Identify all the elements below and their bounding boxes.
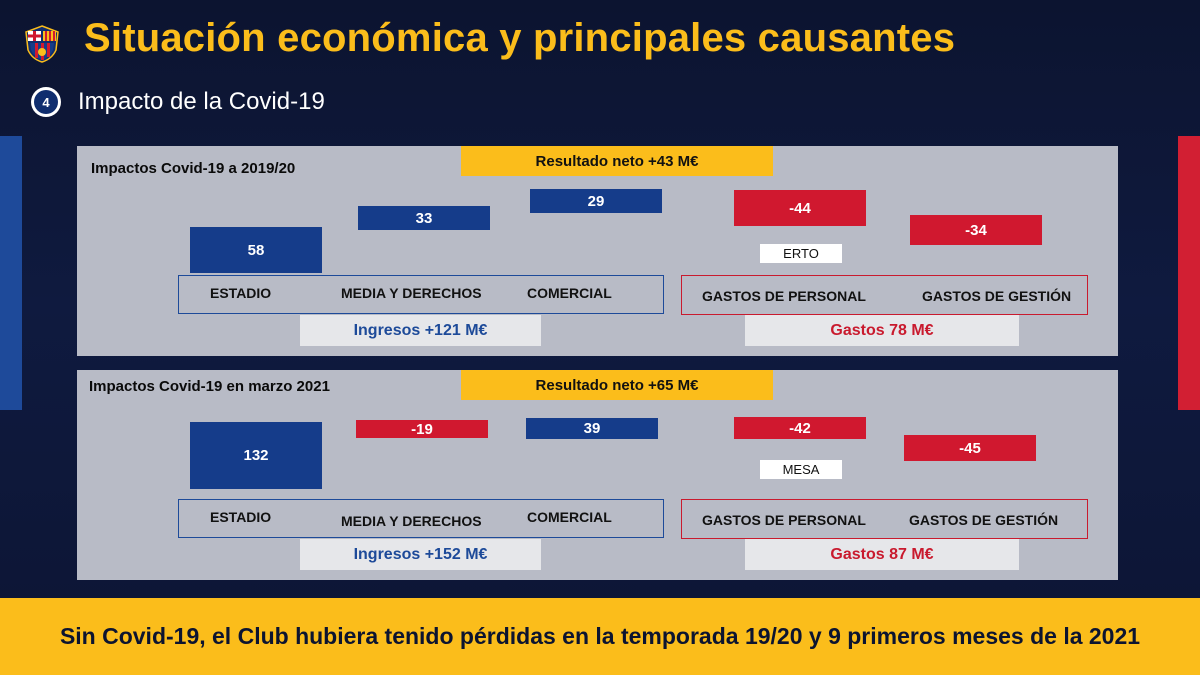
bar-personal: -42	[734, 417, 866, 439]
income-total: Ingresos +152 M€	[300, 539, 541, 570]
bar-gestion: -34	[910, 215, 1042, 245]
conclusion-text: Sin Covid-19, el Club hubiera tenido pér…	[59, 623, 1141, 649]
income-box	[178, 275, 664, 314]
bar-personal: -44	[734, 190, 866, 226]
category-personal: GASTOS DE PERSONAL	[702, 288, 866, 304]
income-total: Ingresos +121 M€	[300, 315, 541, 346]
impact-panel-2019-20: Impactos Covid-19 a 2019/20 Resultado ne…	[77, 146, 1118, 356]
personal-tag: MESA	[760, 460, 842, 479]
page-title: Situación económica y principales causan…	[84, 16, 956, 60]
category-comercial: COMERCIAL	[527, 285, 612, 301]
expense-box	[681, 499, 1088, 539]
right-accent-bar	[1178, 136, 1200, 410]
bar-estadio: 132	[190, 422, 322, 489]
expense-total: Gastos 78 M€	[745, 315, 1019, 346]
category-estadio: ESTADIO	[210, 509, 272, 525]
panel-title: Impactos Covid-19 en marzo 2021	[89, 378, 330, 395]
impact-panel-march-2021: Impactos Covid-19 en marzo 2021 Resultad…	[77, 370, 1118, 580]
category-gestion: GASTOS DE GESTIÓN	[922, 288, 1072, 304]
bar-gestion: -45	[904, 435, 1036, 461]
bar-media: 33	[358, 206, 490, 230]
net-result-badge: Resultado neto +43 M€	[461, 146, 773, 176]
expense-box	[681, 275, 1088, 315]
panel-title: Impactos Covid-19 a 2019/20	[91, 160, 296, 177]
category-estadio: ESTADIO	[210, 285, 272, 301]
bar-media: -19	[356, 420, 488, 438]
income-box	[178, 499, 664, 538]
bar-estadio: 58	[190, 227, 322, 273]
bar-comercial: 39	[526, 418, 658, 439]
club-crest-icon	[25, 25, 59, 63]
net-result-badge: Resultado neto +65 M€	[461, 370, 773, 400]
conclusion-banner: Sin Covid-19, el Club hubiera tenido pér…	[0, 598, 1200, 675]
left-accent-bar	[0, 136, 22, 410]
category-comercial: COMERCIAL	[527, 509, 612, 525]
expense-total: Gastos 87 M€	[745, 539, 1019, 570]
step-number: 4	[34, 90, 58, 114]
bar-comercial: 29	[530, 189, 662, 213]
category-media: MEDIA Y DERECHOS	[341, 513, 482, 529]
personal-tag: ERTO	[760, 244, 842, 263]
category-personal: GASTOS DE PERSONAL	[702, 512, 866, 528]
category-media: MEDIA Y DERECHOS	[341, 285, 482, 301]
section-subtitle: Impacto de la Covid-19	[78, 88, 325, 115]
step-badge: 4	[31, 87, 61, 117]
category-gestion: GASTOS DE GESTIÓN	[909, 512, 1059, 528]
